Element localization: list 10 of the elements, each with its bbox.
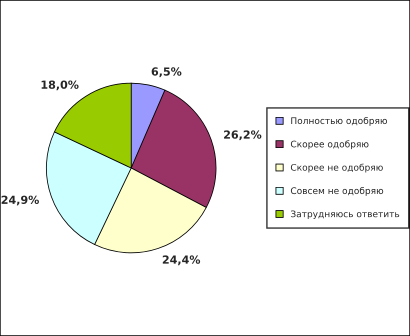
legend-label: Скорее не одобряю [290,164,383,173]
data-label: 18,0% [42,80,79,90]
data-label: 26,2% [224,130,262,140]
data-label: 24,9% [2,196,39,206]
data-label: 6,5% [152,67,182,78]
legend-label: Скорее одобряю [290,140,368,150]
data-label: 24,4% [162,255,200,266]
legend-label: Совсем не одобряю [290,186,384,196]
legend-label: Затрудняюсь ответить [290,210,400,220]
legend-label: Полностью одобряю [291,116,388,126]
